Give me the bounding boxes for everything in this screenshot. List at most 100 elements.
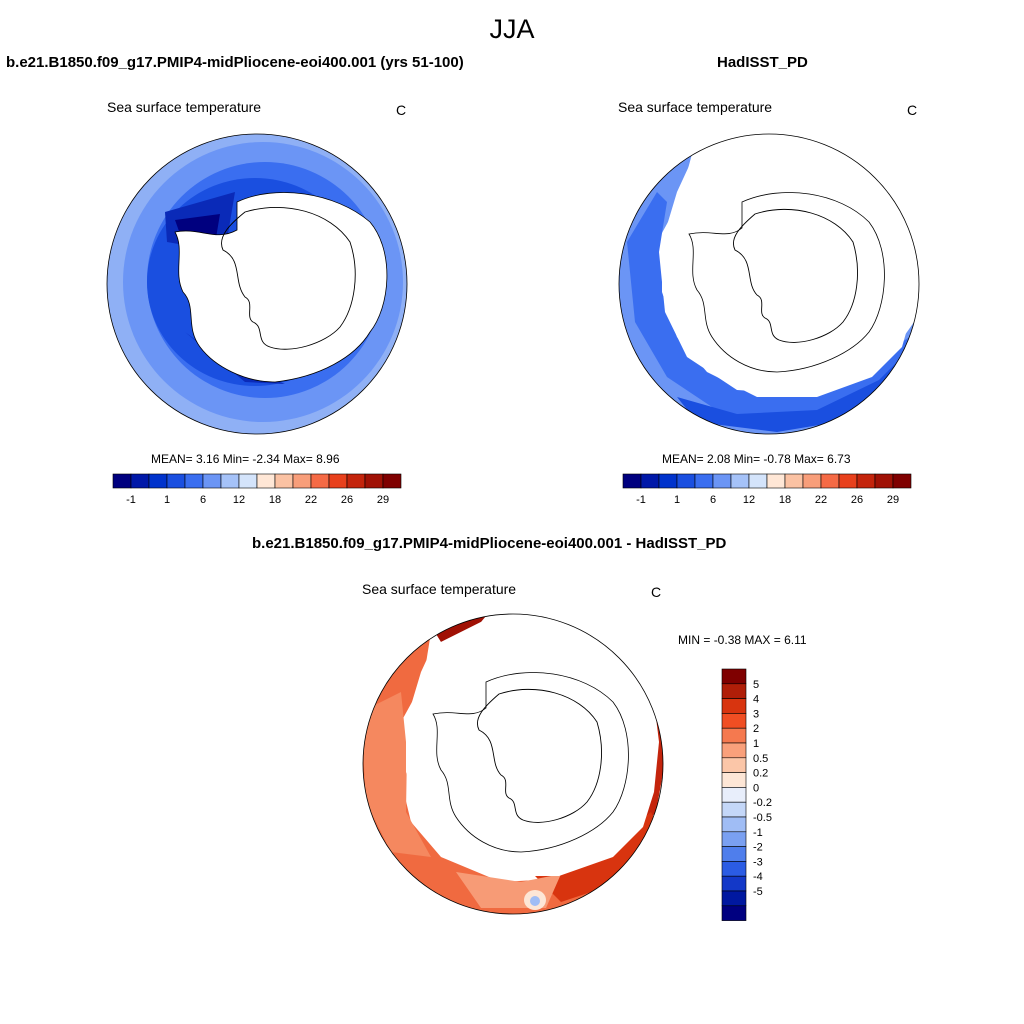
panel3-colorbar-tick-label: -1 <box>753 827 763 839</box>
panel2-max-label: Max= <box>794 452 824 466</box>
panel2-colorbar-swatch <box>694 473 714 489</box>
panel1-title: b.e21.B1850.f09_g17.PMIP4-midPliocene-eo… <box>6 54 464 71</box>
panel3-colorbar-tick-label: 5 <box>753 679 759 691</box>
panel2-colorbar-swatch <box>676 473 696 489</box>
panel1-colorbar-swatch <box>346 473 366 489</box>
panel3-colorbar-tick-label: 3 <box>753 708 759 720</box>
panel2-colorbar-swatch <box>874 473 894 489</box>
panel2-stats: MEAN= 2.08 Min= -0.78 Max= 6.73 <box>662 452 851 466</box>
panel3-colorbar-tick-label: 0 <box>753 782 759 794</box>
panel1-colorbar-tick-label: 6 <box>200 494 206 506</box>
panel2-colorbar-swatch <box>820 473 840 489</box>
panel3-title: b.e21.B1850.f09_g17.PMIP4-midPliocene-eo… <box>252 535 727 552</box>
panel1-colorbar-swatch <box>256 473 276 489</box>
panel2-colorbar-swatch <box>856 473 876 489</box>
panel2-mean-value: 2.08 <box>707 452 731 466</box>
figure-title: JJA <box>489 14 535 44</box>
panel2-colorbar-swatch <box>892 473 912 489</box>
panel3-min-value: -0.38 <box>713 633 742 647</box>
panel2-colorbar-swatch <box>838 473 858 489</box>
panel2-colorbar-swatch <box>748 473 768 489</box>
panel3-sst-difference-map <box>362 613 664 915</box>
panel3-colorbar-swatch <box>721 772 747 788</box>
panel1-sst-map <box>106 133 408 435</box>
panel1-colorbar-swatch <box>184 473 204 489</box>
panel1-stats: MEAN= 3.16 Min= -2.34 Max= 8.96 <box>151 452 340 466</box>
panel1-colorbar-swatch <box>310 473 330 489</box>
panel1-mean-label: MEAN= <box>151 452 193 466</box>
panel1-colorbar-swatch <box>202 473 222 489</box>
panel2-min-label: Min= <box>733 452 761 466</box>
panel3-colorbar-tick-label: -2 <box>753 842 763 854</box>
panel3-colorbar-swatch <box>721 698 747 714</box>
panel1-colorbar-swatch <box>292 473 312 489</box>
panel3-colorbar-tick-label: -5 <box>753 886 763 898</box>
panel3-colorbar-swatch <box>721 801 747 818</box>
panel1-max-label: Max= <box>283 452 313 466</box>
panel3-colorbar: 5 4 3 2 1 0.5 0.2 0 -0.2 -0.5 -1 -2 -3 -4 -5 <box>721 668 772 921</box>
panel3-colorbar-tick-label: 1 <box>753 738 759 750</box>
panel2-sst-map <box>618 133 920 435</box>
panel1-colorbar-tick-label: 26 <box>341 494 353 506</box>
panel2-colorbar-swatch <box>622 473 642 489</box>
panel2-colorbar-tick-label: 29 <box>887 494 899 506</box>
panel2-colorbar-tick-label: -1 <box>636 494 646 506</box>
panel1-colorbar-swatch <box>364 473 384 489</box>
panel1-colorbar-swatch <box>274 473 294 489</box>
panel2-colorbar-swatch <box>784 473 804 489</box>
panel1-colorbar-swatch <box>166 473 186 489</box>
panel3-colorbar-tick-label: -0.5 <box>753 812 772 824</box>
panel3-colorbar-tick-label: 0.5 <box>753 753 768 765</box>
panel3-colorbar-swatch <box>721 742 747 759</box>
panel1-min-value: -2.34 <box>252 452 280 466</box>
panel2-variable-label: Sea surface temperature <box>618 99 773 115</box>
panel1-mean-value: 3.16 <box>196 452 220 466</box>
panel3-max-label: MAX = <box>744 633 781 647</box>
panel1-colorbar-swatch <box>148 473 168 489</box>
panel1-colorbar-tick-label: 18 <box>269 494 281 506</box>
panel1-min-label: Min= <box>222 452 250 466</box>
panel2-colorbar-swatch <box>658 473 678 489</box>
panel2-min-value: -0.78 <box>763 452 791 466</box>
panel2-colorbar-tick-label: 18 <box>779 494 791 506</box>
panel3-colorbar-swatch <box>721 668 747 685</box>
panel3-units-label: C <box>651 584 662 600</box>
panel3-colorbar-swatch <box>721 757 747 773</box>
panel2-max-value: 6.73 <box>827 452 851 466</box>
panel2-title: HadISST_PD <box>717 54 808 71</box>
panel1-units-label: C <box>396 102 407 118</box>
panel3-colorbar-tick-label: -4 <box>753 871 763 883</box>
panel3-colorbar-swatch <box>721 787 747 803</box>
panel3-min-label: MIN = <box>678 633 711 647</box>
panel2-units-label: C <box>907 102 918 118</box>
panel3-variable-label: Sea surface temperature <box>362 581 517 597</box>
panel1-colorbar-tick-label: 1 <box>164 494 170 506</box>
panel3-colorbar-swatch <box>721 890 747 907</box>
panel1-max-value: 8.96 <box>316 452 340 466</box>
panel3-colorbar-swatch <box>721 713 747 729</box>
panel1-colorbar-tick-label: 22 <box>305 494 317 506</box>
panel2-colorbar-swatch <box>766 473 786 489</box>
panel1-colorbar-swatch <box>238 473 258 489</box>
panel1-variable-label: Sea surface temperature <box>107 99 262 115</box>
panel3-colorbar-swatch <box>721 905 747 921</box>
panel1-colorbar-swatch <box>130 473 150 489</box>
panel2-colorbar-tick-label: 22 <box>815 494 827 506</box>
panel3-colorbar-swatch <box>721 816 747 833</box>
panel2-colorbar-tick-label: 12 <box>743 494 755 506</box>
panel2-colorbar-swatch <box>802 473 822 489</box>
panel3-colorbar-swatch <box>721 861 747 877</box>
panel2-mean-label: MEAN= <box>662 452 704 466</box>
panel3-colorbar-swatch <box>721 846 747 862</box>
panel3-colorbar-swatch <box>721 831 747 847</box>
panel1-colorbar-tick-label: -1 <box>126 494 136 506</box>
panel3-colorbar-swatch <box>721 727 747 744</box>
panel1-colorbar-swatch <box>112 473 132 489</box>
panel3-colorbar-tick-label: -0.2 <box>753 797 772 809</box>
panel3-colorbar-tick-label: -3 <box>753 856 763 868</box>
panel2-colorbar-swatch <box>712 473 732 489</box>
panel2-colorbar-tick-label: 1 <box>674 494 680 506</box>
panel3-colorbar-tick-label: 2 <box>753 723 759 735</box>
panel2-colorbar-tick-label: 26 <box>851 494 863 506</box>
panel3-colorbar-swatch <box>721 683 747 699</box>
